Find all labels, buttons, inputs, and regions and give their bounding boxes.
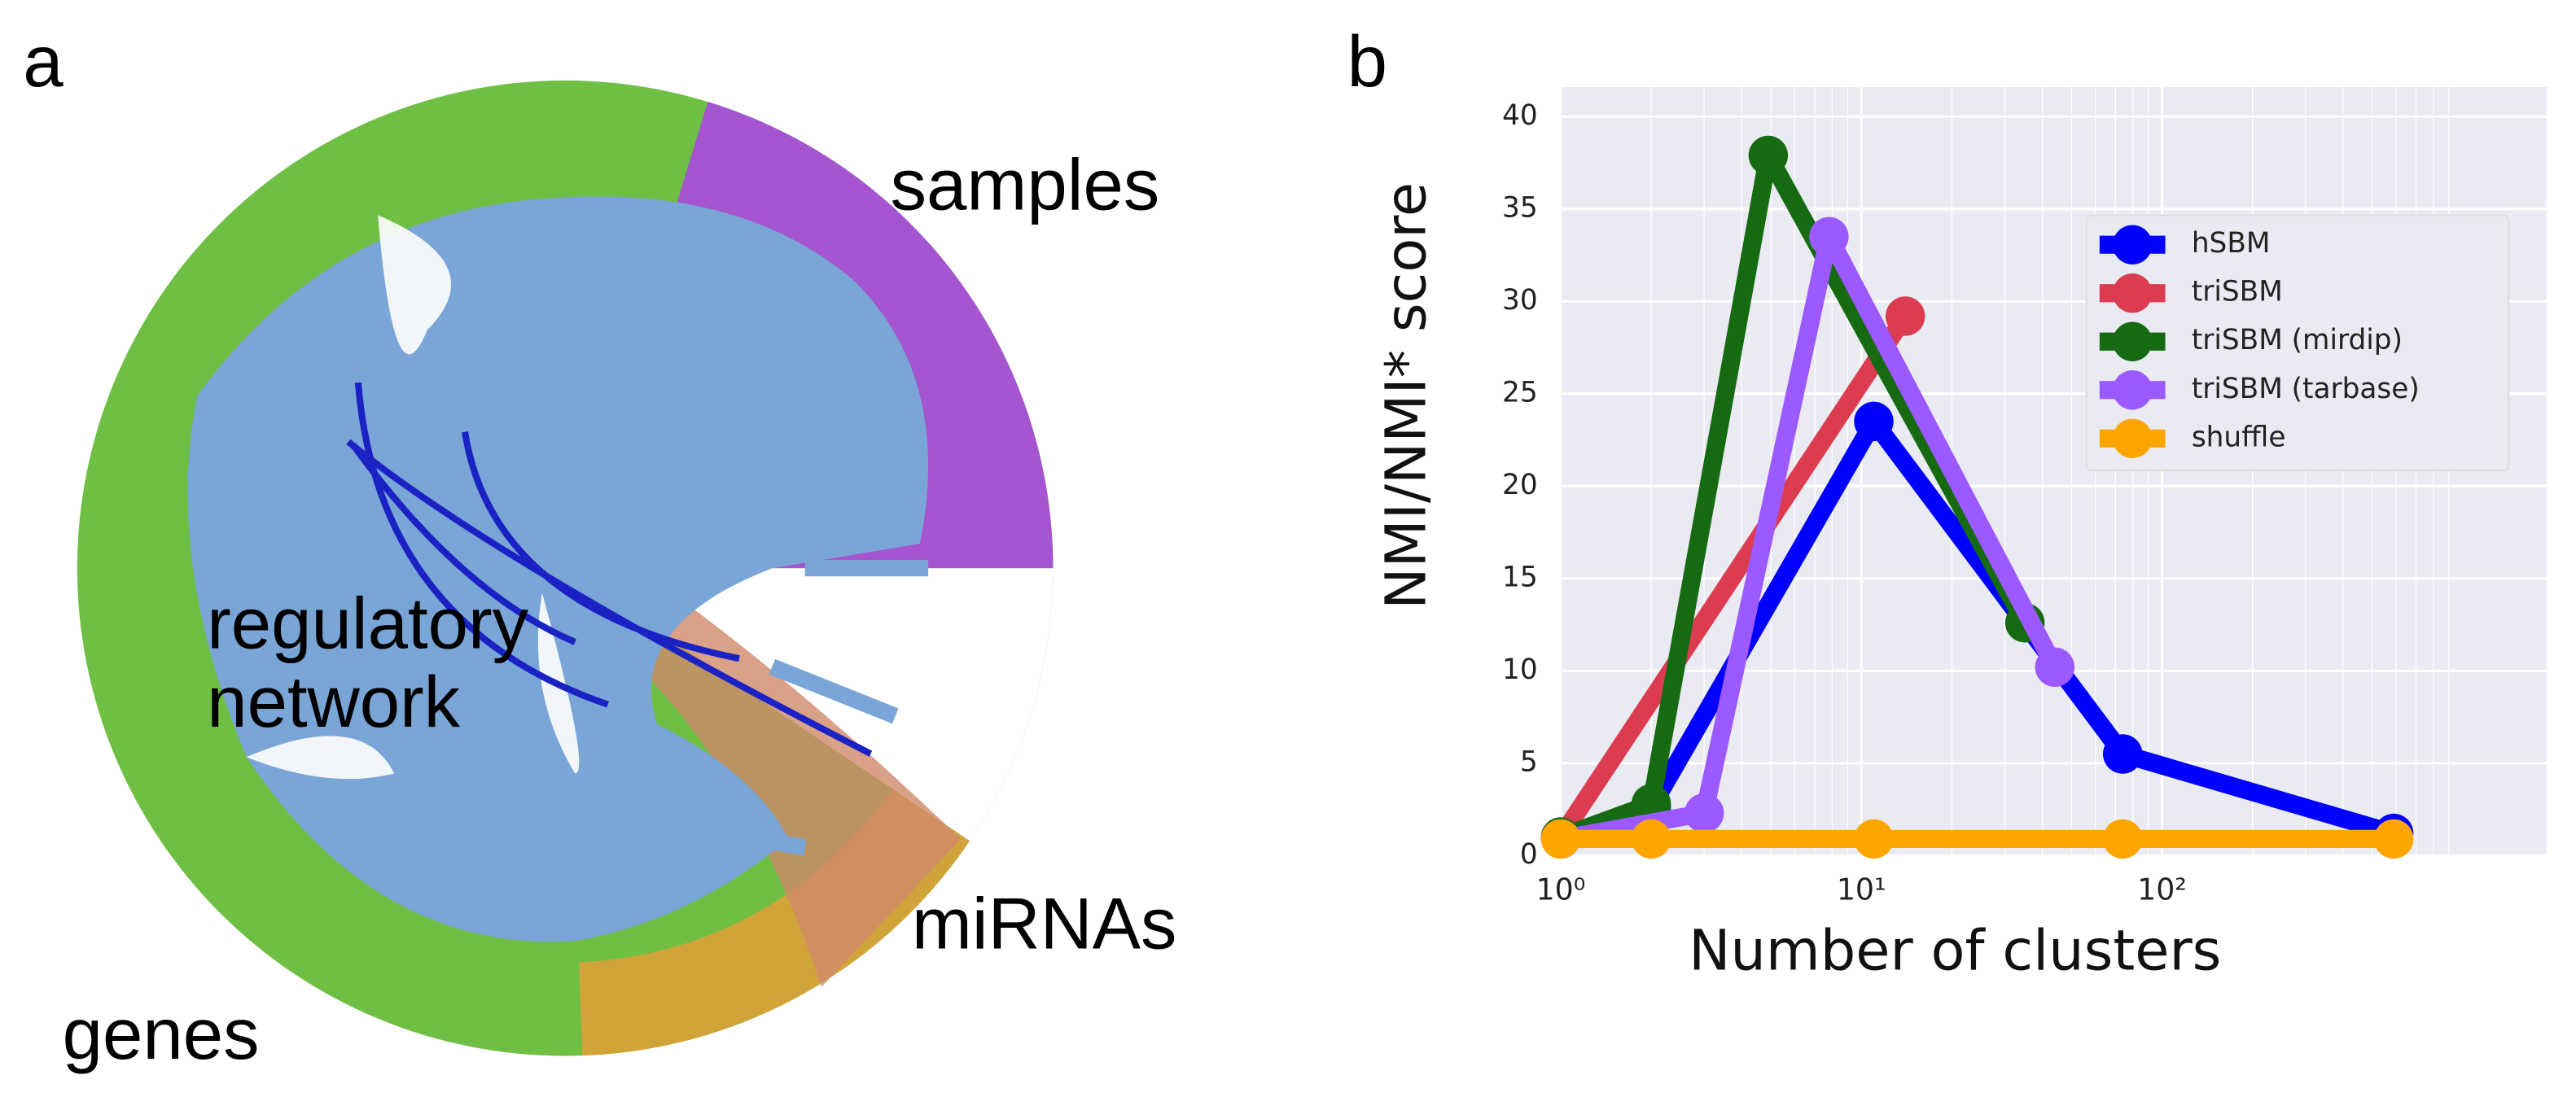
- y-tick-label: 5: [1520, 745, 1538, 778]
- y-tick-label: 10: [1502, 653, 1538, 686]
- x-axis-label: Number of clusters: [1689, 918, 2221, 983]
- data-point: [1885, 296, 1925, 336]
- y-tick-label: 15: [1502, 561, 1538, 593]
- x-tick-label: 10²: [2137, 872, 2187, 907]
- legend-marker: [2112, 273, 2153, 313]
- legend-label: hSBM: [2192, 227, 2271, 260]
- data-point: [1631, 819, 1671, 859]
- network-edges: [442, 321, 929, 856]
- white-gap: [246, 215, 580, 780]
- legend-marker: [2112, 225, 2153, 264]
- legend-marker: [2112, 418, 2153, 459]
- legend-label: triSBM (mirdip): [2192, 324, 2403, 356]
- data-point: [2373, 819, 2414, 859]
- data-point: [1540, 819, 1581, 859]
- data-point: [1684, 793, 1724, 833]
- y-tick-label: 20: [1502, 469, 1538, 501]
- mirna-edges: [591, 560, 962, 987]
- legend-marker: [2112, 370, 2153, 410]
- label-network: regulatory: [207, 583, 528, 663]
- series-line: [1557, 146, 2033, 846]
- x-tick-label: 10⁰: [1536, 872, 1586, 907]
- label-network: network: [207, 662, 460, 742]
- series-line: [1553, 311, 1913, 842]
- data-point: [1748, 135, 1789, 176]
- legend-label: shuffle: [2192, 421, 2286, 453]
- data-point: [1854, 819, 1894, 859]
- regulatory-curve: [350, 443, 576, 645]
- data-point: [1809, 216, 1849, 257]
- legend-box: [2085, 214, 2510, 472]
- label-genes: genes: [63, 994, 260, 1074]
- data-point: [1854, 401, 1894, 442]
- data-point: [2102, 819, 2143, 859]
- y-tick-label: 25: [1502, 376, 1538, 409]
- label-mirnas: miRNAs: [912, 884, 1176, 964]
- legend-label: triSBM (tarbase): [2192, 373, 2420, 405]
- y-axis-label: NMI/NMI* score: [1373, 182, 1439, 610]
- data-point: [2035, 647, 2075, 688]
- panel-b: 0 5 10 15 20 25 30 35 40 10⁰ 10¹ 10² Number of clust…: [1373, 86, 2547, 983]
- y-tick-label: 0: [1520, 838, 1538, 871]
- regulatory-curve: [462, 431, 740, 662]
- legend-marker: [2112, 321, 2153, 361]
- series-line: [1558, 227, 2063, 848]
- y-tick-label: 35: [1502, 191, 1538, 224]
- regulatory-curve: [354, 382, 609, 708]
- panel-label: b: [1347, 21, 1387, 102]
- data-point: [2102, 734, 2143, 774]
- y-tick-label: 30: [1502, 284, 1538, 317]
- panel-label: a: [23, 21, 64, 102]
- y-tick-label: 40: [1502, 99, 1538, 132]
- x-tick-label: 10¹: [1837, 872, 1886, 907]
- label-samples: samples: [891, 145, 1160, 225]
- legend-label: triSBM: [2192, 276, 2283, 308]
